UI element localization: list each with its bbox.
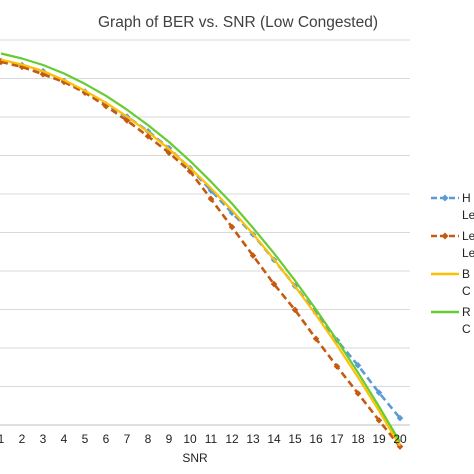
x-tick-label: 2 — [19, 432, 26, 446]
x-tick-label: 15 — [288, 432, 302, 446]
x-tick-label: 12 — [225, 432, 239, 446]
series-line-3 — [0, 52, 401, 443]
data-point — [39, 70, 47, 78]
grid-lines — [0, 39, 410, 426]
chart-title: Graph of BER vs. SNR (Low Congested) — [98, 14, 378, 31]
series-layer — [0, 52, 404, 450]
legend-label-line2-3: C — [462, 322, 471, 336]
series-0 — [0, 57, 404, 422]
legend-label-0: H — [462, 191, 471, 205]
data-point — [396, 414, 404, 422]
series-2 — [0, 58, 401, 447]
legend-marker-0 — [441, 194, 449, 202]
series-line-2 — [0, 58, 401, 447]
x-tick-label: 5 — [82, 432, 89, 446]
data-point — [249, 252, 257, 259]
data-point — [207, 195, 215, 203]
x-axis-ticks: 1 2 3 4 5 6 7 8 9 10 11 12 13 14 15 16 17 18 19 20 — [0, 432, 407, 446]
legend-label-line2-1: Le — [462, 246, 474, 260]
data-point — [312, 335, 320, 343]
data-point — [291, 306, 299, 314]
x-tick-label: 4 — [61, 432, 68, 446]
x-tick-label: 3 — [40, 432, 47, 446]
x-tick-label: 16 — [309, 432, 323, 446]
x-tick-label: 11 — [205, 432, 218, 446]
data-point — [354, 390, 362, 397]
x-tick-label: 7 — [124, 432, 131, 446]
data-point — [375, 389, 383, 396]
legend-marker-1 — [441, 232, 449, 240]
x-tick-label: 14 — [267, 432, 281, 446]
data-point — [354, 362, 362, 369]
x-tick-label: 13 — [246, 432, 260, 446]
series-3 — [0, 52, 401, 443]
legend-label-line2-0: Le — [462, 208, 474, 222]
series-line-1 — [0, 60, 402, 448]
x-tick-label: 9 — [166, 432, 173, 446]
x-tick-label: 19 — [372, 432, 386, 446]
data-point — [228, 223, 236, 231]
x-tick-label: 20 — [393, 432, 407, 446]
x-tick-label: 17 — [330, 432, 344, 446]
data-point — [270, 280, 278, 288]
x-tick-label: 1 — [0, 432, 5, 446]
legend-label-2: B — [462, 267, 470, 281]
data-point — [375, 417, 383, 424]
x-axis-title: SNR — [182, 451, 208, 465]
legend-label-1: Le — [462, 229, 474, 243]
x-tick-label: 6 — [103, 432, 110, 446]
series-line-0 — [0, 59, 402, 419]
x-tick-label: 18 — [351, 432, 365, 446]
x-tick-label: 10 — [183, 432, 197, 446]
data-point — [333, 363, 341, 370]
legend-label-3: R — [462, 305, 471, 319]
legend-label-line2-2: C — [462, 284, 471, 298]
x-tick-label: 8 — [145, 432, 152, 446]
